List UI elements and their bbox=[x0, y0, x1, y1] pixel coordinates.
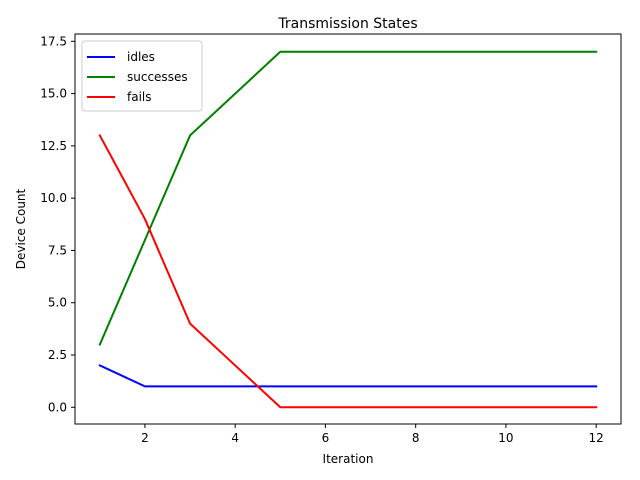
x-tick-label: 8 bbox=[412, 431, 420, 445]
y-tick-label: 12.5 bbox=[40, 139, 67, 153]
legend: idles successes fails bbox=[81, 40, 203, 112]
y-axis: 0.0 2.5 5.0 7.5 10.0 12.5 15.0 17.5 bbox=[40, 34, 75, 414]
x-axis: 2 4 6 8 10 12 bbox=[141, 424, 604, 445]
x-tick-label: 12 bbox=[589, 431, 604, 445]
series-line-idles bbox=[98, 364, 598, 388]
legend-label-idles: idles bbox=[127, 50, 155, 64]
series-line-successes bbox=[98, 50, 598, 346]
x-tick-label: 6 bbox=[322, 431, 330, 445]
legend-label-successes: successes bbox=[127, 70, 188, 84]
y-tick-label: 7.5 bbox=[48, 243, 67, 257]
x-tick-label: 10 bbox=[498, 431, 513, 445]
chart-title: Transmission States bbox=[277, 16, 417, 32]
y-axis-label: Device Count bbox=[14, 188, 28, 269]
legend-label-fails: fails bbox=[127, 90, 152, 104]
y-tick-label: 5.0 bbox=[48, 296, 67, 310]
x-tick-label: 4 bbox=[231, 431, 239, 445]
plot-frame bbox=[74, 33, 622, 425]
series-line-fails bbox=[98, 134, 598, 409]
legend-box bbox=[81, 40, 203, 112]
x-axis-label: Iteration bbox=[323, 452, 374, 466]
x-tick-label: 2 bbox=[141, 431, 149, 445]
y-tick-label: 10.0 bbox=[40, 191, 67, 205]
y-tick-label: 15.0 bbox=[40, 87, 67, 101]
y-tick-label: 17.5 bbox=[40, 34, 67, 48]
y-tick-label: 2.5 bbox=[48, 348, 67, 362]
plot-lines bbox=[98, 50, 598, 409]
y-tick-label: 0.0 bbox=[48, 400, 67, 414]
